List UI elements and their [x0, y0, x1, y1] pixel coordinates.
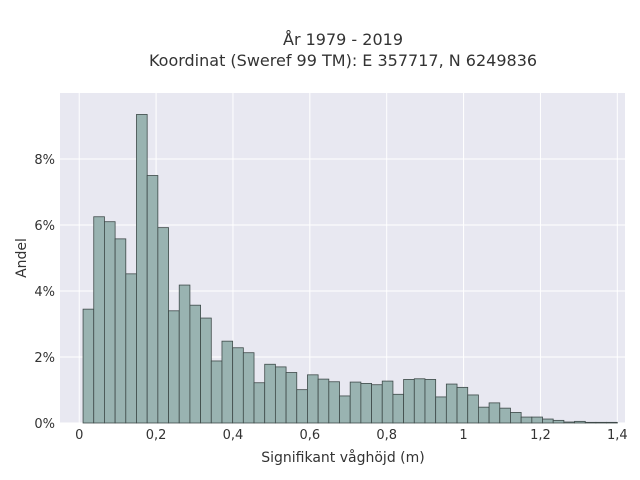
x-tick-label: 1,4 [607, 428, 628, 443]
y-tick-label: 8% [34, 153, 55, 168]
histogram-bar [552, 419, 565, 424]
x-tick-label: 0 [75, 428, 83, 443]
histogram-bar [317, 378, 330, 424]
x-tick-label: 0,6 [299, 428, 320, 443]
histogram-bar [82, 308, 95, 424]
histogram-bar [168, 310, 180, 424]
histogram-bar [595, 421, 608, 424]
histogram-bar [114, 238, 127, 424]
chart-title-line-2: Koordinat (Sweref 99 TM): E 357717, N 62… [149, 51, 537, 70]
histogram-bar [360, 382, 372, 424]
x-axis-ticks: 0 0,2 0,4 0,6 0,8 1 1,2 1,4 [75, 428, 628, 443]
histogram-bar [531, 416, 543, 424]
histogram-bar [200, 317, 212, 424]
histogram-bar [221, 340, 234, 424]
histogram-bar [328, 381, 340, 424]
histogram-bar [274, 366, 287, 424]
histogram-bar [392, 393, 405, 424]
y-tick-label: 4% [34, 285, 55, 300]
histogram-bar [136, 114, 148, 424]
histogram-bar [210, 360, 223, 424]
histogram-bar [146, 175, 159, 424]
x-tick-label: 0,2 [146, 428, 167, 443]
histogram-bar [242, 352, 255, 424]
x-tick-label: 1 [459, 428, 467, 443]
histogram-bar [520, 416, 533, 424]
histogram-bar [456, 386, 469, 424]
histogram-bar [606, 421, 618, 424]
histogram-bar [296, 389, 308, 424]
histogram-bar [104, 221, 116, 424]
histogram-bar [349, 381, 362, 424]
histogram-bar [371, 384, 383, 424]
histogram-bar [435, 396, 447, 424]
histogram-bar [339, 395, 351, 424]
histogram-bar [413, 378, 426, 424]
histogram-bar [445, 383, 458, 424]
histogram-bar [232, 347, 244, 424]
x-tick-label: 0,8 [376, 428, 397, 443]
histogram-bar [157, 227, 169, 424]
histogram-bar [381, 380, 394, 424]
y-axis-ticks: 0% 2% 4% 6% 8% [34, 153, 55, 432]
histogram-bar [574, 420, 586, 424]
x-tick-label: 0,4 [223, 428, 244, 443]
x-axis-title: Signifikant våghöjd (m) [261, 449, 424, 466]
y-axis-title: Andel [14, 238, 30, 278]
histogram-bar [542, 418, 554, 424]
y-tick-label: 6% [34, 219, 55, 234]
histogram-bar [467, 394, 479, 424]
x-tick-label: 1,2 [530, 428, 551, 443]
histogram-bar [510, 412, 522, 424]
chart-title-line-1: År 1979 - 2019 [283, 30, 403, 49]
histogram-bar [264, 363, 276, 424]
histogram-bar [285, 372, 298, 424]
y-tick-label: 2% [34, 351, 55, 366]
histogram-bar [403, 379, 415, 424]
histogram-bar [488, 402, 501, 424]
histogram-bar [499, 407, 511, 424]
histogram-bar [478, 406, 490, 424]
histogram-bar [178, 284, 191, 424]
histogram-bar [307, 374, 319, 424]
histogram-bar [584, 421, 597, 424]
histogram-bar [424, 379, 437, 424]
y-tick-label: 0% [34, 417, 55, 432]
histogram-bars [82, 114, 618, 424]
histogram-bar [563, 421, 575, 424]
histogram-bar [125, 273, 137, 424]
histogram-bar [93, 216, 105, 424]
histogram-bar [253, 382, 266, 424]
histogram-bar [189, 304, 201, 424]
